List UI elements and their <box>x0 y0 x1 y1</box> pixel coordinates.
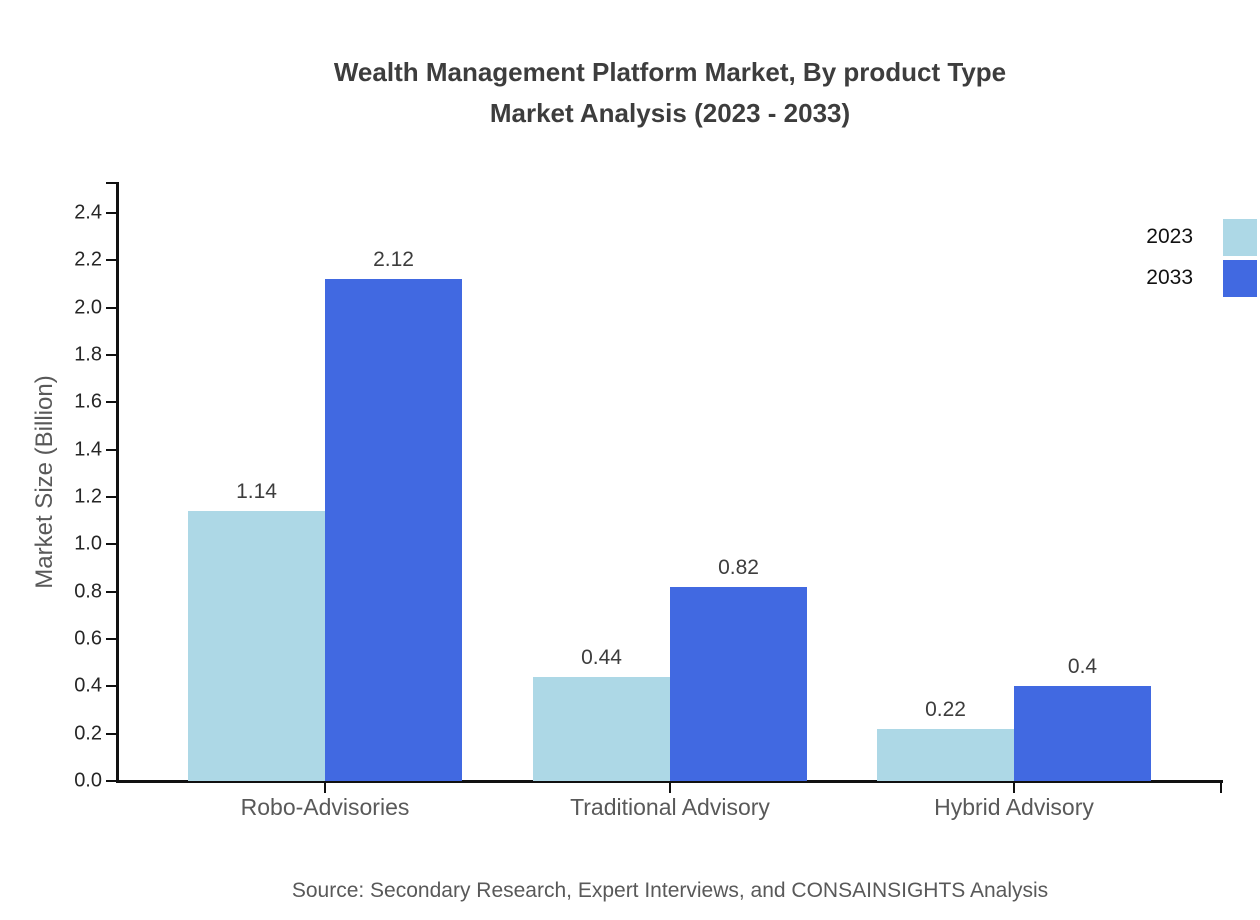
y-tick-label: 0.4 <box>74 674 102 697</box>
bar-2033-Hybrid Advisory <box>1014 686 1151 781</box>
y-tick-mark <box>106 448 116 451</box>
legend-swatch <box>1223 219 1257 256</box>
bar-2023-Traditional Advisory <box>533 676 670 781</box>
y-tick-label: 1.8 <box>74 343 102 366</box>
y-tick-label: 0.2 <box>74 722 102 745</box>
y-tick-mark <box>106 401 116 404</box>
legend-label: 2033 <box>1146 266 1193 289</box>
x-tick-mark <box>669 783 671 793</box>
bar-2023-Hybrid Advisory <box>877 728 1014 781</box>
y-tick-mark <box>106 732 116 735</box>
bar-value-label: 0.4 <box>1067 655 1098 679</box>
x-axis-line <box>116 780 1223 783</box>
category-label: Traditional Advisory <box>570 794 770 820</box>
category-label: Robo-Advisories <box>240 794 410 820</box>
y-tick-mark <box>106 543 116 546</box>
y-tick-label: 1.4 <box>74 438 102 461</box>
y-tick-mark <box>106 212 116 214</box>
x-tick-mark <box>1013 783 1015 793</box>
bar-value-label: 0.22 <box>925 697 966 721</box>
category-label: Hybrid Advisory <box>934 794 1094 820</box>
source-note: Source: Secondary Research, Expert Inter… <box>291 879 1049 902</box>
y-tick-mark <box>106 306 116 309</box>
x-tick-mark <box>1220 783 1222 793</box>
x-tick-mark <box>324 783 326 793</box>
y-tick-label: 1.2 <box>74 485 102 508</box>
bar-value-label: 2.12 <box>373 248 414 272</box>
legend-label: 2023 <box>1146 225 1193 248</box>
y-tick-label: 0.0 <box>74 769 102 792</box>
chart-title-line1: Wealth Management Platform Market, By pr… <box>333 57 1007 87</box>
bar-value-label: 0.82 <box>718 555 759 579</box>
y-tick-mark <box>106 496 116 498</box>
y-tick-mark <box>106 354 116 356</box>
y-tick-label: 1.0 <box>74 532 102 555</box>
y-tick-mark <box>106 780 116 782</box>
y-tick-label: 1.6 <box>74 390 102 413</box>
bar-value-label: 0.44 <box>581 645 622 669</box>
legend-swatch <box>1223 260 1257 297</box>
y-tick-label: 0.6 <box>74 627 102 650</box>
y-tick-mark <box>106 638 116 640</box>
y-tick-mark <box>106 685 116 688</box>
y-tick-label: 2.4 <box>74 201 102 224</box>
bar-2033-Robo-Advisories <box>325 279 462 781</box>
y-axis-line <box>116 182 119 783</box>
y-tick-mark <box>106 590 116 593</box>
y-tick-mark <box>106 259 116 262</box>
y-tick-label: 0.8 <box>74 580 102 603</box>
bar-2033-Traditional Advisory <box>670 586 807 781</box>
bar-2023-Robo-Advisories <box>188 511 325 781</box>
chart-title: Wealth Management Platform Market, By pr… <box>118 52 1222 134</box>
chart-title-line2: Market Analysis (2023 - 2033) <box>489 98 851 128</box>
y-axis-end-cap <box>106 182 118 184</box>
y-tick-label: 2.0 <box>74 296 102 319</box>
bar-value-label: 1.14 <box>236 480 277 504</box>
y-tick-label: 2.2 <box>74 248 102 271</box>
